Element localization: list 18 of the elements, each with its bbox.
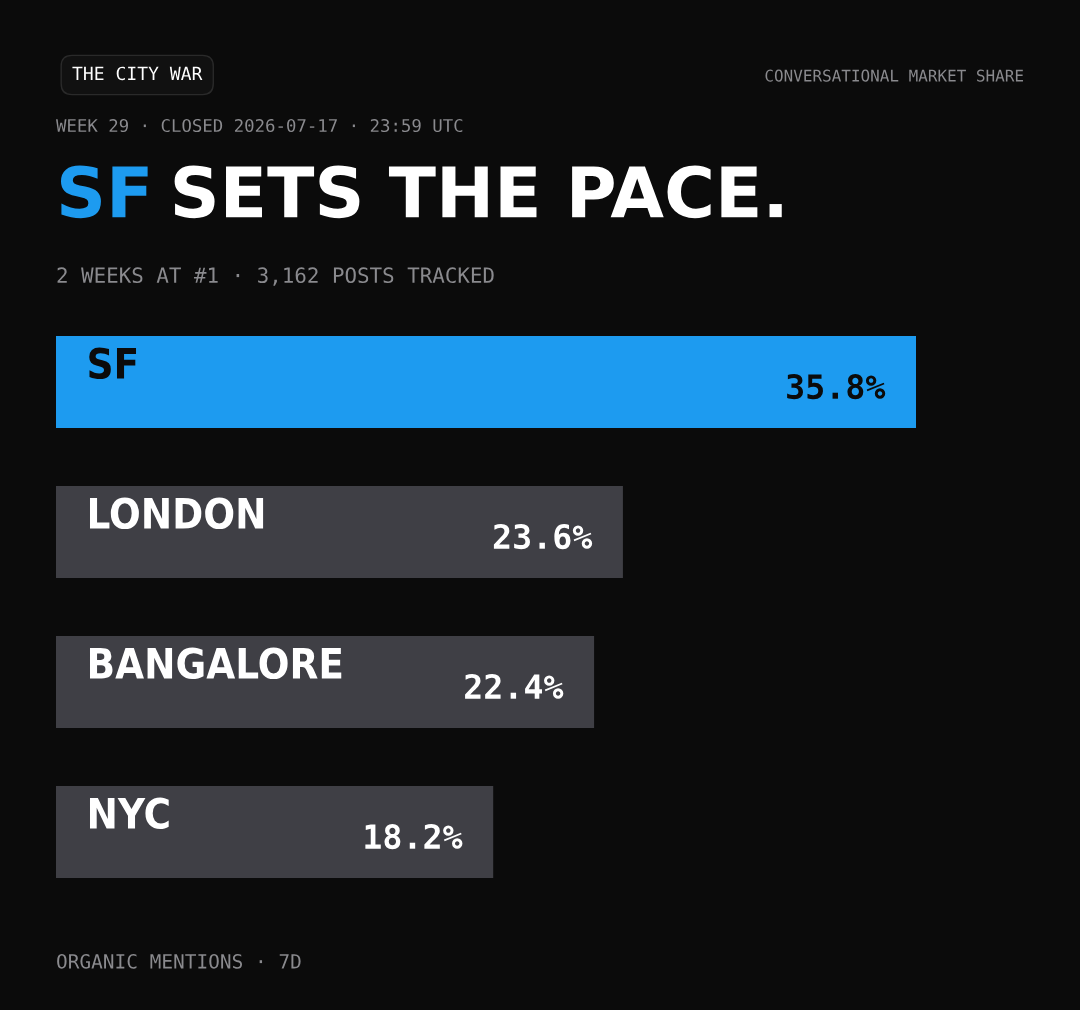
y-tick-label: BANGALORE — [89, 647, 342, 680]
data-label: 35.8% — [787, 373, 886, 400]
chart-title: SF SETS THE PACE. — [60, 165, 782, 219]
text: ORGANIC MENTIONS · 7D — [57, 953, 301, 969]
y-tick-label: LONDON — [89, 497, 264, 530]
bar — [56, 336, 916, 428]
bar — [56, 636, 595, 728]
chart-subtitle: 2 WEEKS AT #1 · 3,162 POSTS TRACKED — [57, 267, 494, 286]
data-label: 22.4% — [465, 673, 564, 699]
bar — [56, 786, 494, 878]
data-label: 18.2% — [365, 823, 463, 850]
data-label: 23.6% — [493, 523, 593, 550]
bar — [56, 486, 623, 578]
text: WEEK 29 · CLOSED 2026-07-17 · 23:59 UTC — [56, 118, 463, 133]
y-tick-label: SF — [89, 347, 137, 380]
y-tick-label: NYC — [89, 797, 169, 830]
text: CONVERSATIONAL MARKET SHARE — [765, 69, 1023, 82]
text: THE CITY WAR — [72, 66, 203, 81]
